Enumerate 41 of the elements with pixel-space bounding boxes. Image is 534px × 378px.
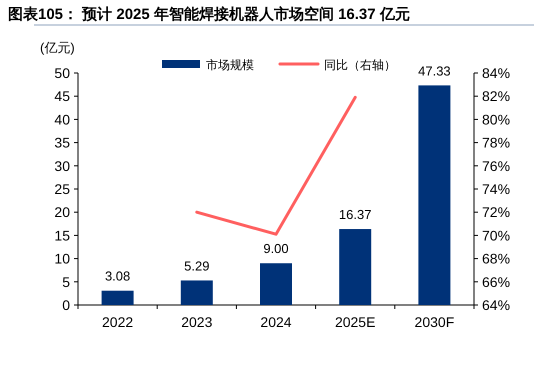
y2-tick-label: 72% bbox=[482, 204, 510, 220]
legend-label: 市场规模 bbox=[206, 58, 254, 72]
bar bbox=[260, 263, 292, 305]
y2-tick-label: 80% bbox=[482, 111, 510, 128]
data-label: 9.00 bbox=[263, 241, 289, 256]
y-tick-label: 50 bbox=[54, 65, 70, 81]
x-tick-label: 2030F bbox=[414, 314, 454, 330]
x-tick-label: 2023 bbox=[181, 314, 213, 330]
data-label: 5.29 bbox=[184, 258, 210, 274]
x-tick-label: 2025E bbox=[334, 314, 376, 330]
bar bbox=[339, 229, 372, 305]
y-tick-label: 40 bbox=[54, 111, 70, 128]
y2-tick-label: 64% bbox=[482, 297, 510, 313]
y-tick-label: 35 bbox=[54, 134, 70, 151]
y-tick-label: 10 bbox=[54, 250, 70, 267]
y-tick-label: 20 bbox=[54, 204, 70, 220]
bar bbox=[180, 280, 213, 305]
data-label: 3.08 bbox=[104, 268, 130, 284]
y-tick-label: 25 bbox=[54, 181, 70, 197]
bar bbox=[102, 290, 134, 305]
y2-tick-label: 70% bbox=[482, 227, 510, 244]
bar bbox=[418, 85, 450, 305]
legend-label: 同比（右轴） bbox=[324, 58, 396, 72]
y-tick-label: 30 bbox=[54, 158, 70, 174]
y-tick-label: 0 bbox=[62, 297, 70, 313]
data-label: 47.33 bbox=[418, 63, 451, 78]
y-tick-label: 15 bbox=[54, 227, 70, 244]
y2-tick-label: 84% bbox=[482, 65, 510, 81]
x-tick-label: 2024 bbox=[260, 314, 292, 330]
x-tick-label: 2022 bbox=[102, 314, 134, 330]
chart-title: 图表105： 预计 2025 年智能焊接机器人市场空间 16.37 亿元 bbox=[8, 5, 410, 23]
y2-tick-label: 74% bbox=[482, 181, 510, 197]
y-tick-label: 5 bbox=[62, 274, 70, 290]
y2-tick-label: 68% bbox=[482, 250, 510, 267]
y2-tick-label: 66% bbox=[482, 274, 510, 290]
data-label: 16.37 bbox=[338, 207, 372, 222]
y-axis-title: (亿元) bbox=[40, 40, 75, 55]
y-tick-label: 45 bbox=[54, 88, 70, 104]
y2-tick-label: 78% bbox=[482, 134, 510, 151]
y2-tick-label: 82% bbox=[482, 88, 510, 104]
y2-tick-label: 76% bbox=[482, 158, 510, 174]
